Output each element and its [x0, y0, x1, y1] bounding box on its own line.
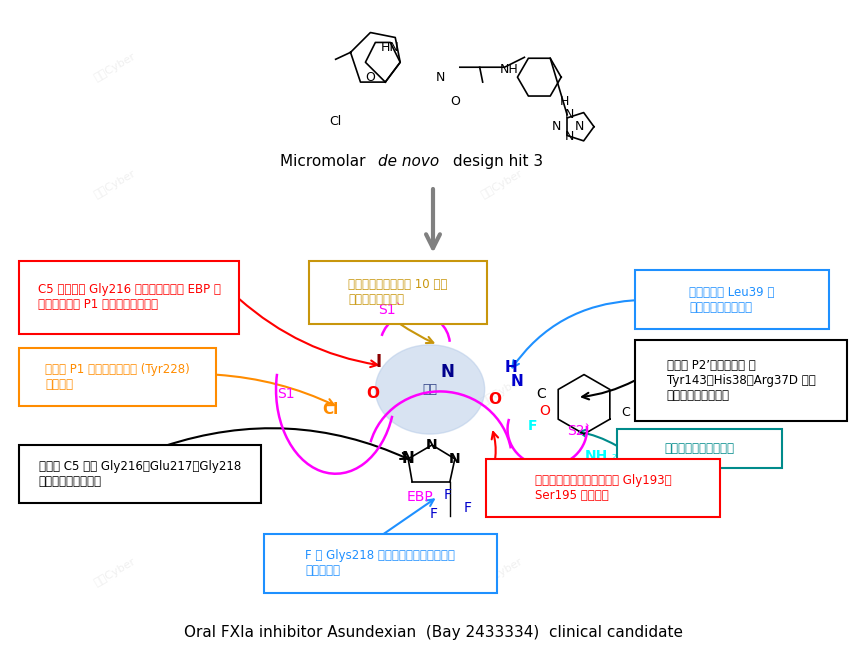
- Text: 药渡Cyber: 药渡Cyber: [686, 278, 731, 310]
- Text: 亲脂性 P1 基团提供亲和力 (Tyr228)
和选择性: 亲脂性 P1 基团提供亲和力 (Tyr228) 和选择性: [45, 363, 190, 391]
- Text: 非酸性 P2’取代基保持 与
Tyr143、His38、Arg37D 的氢
键，同时提高渗透性: 非酸性 P2’取代基保持 与 Tyr143、His38、Arg37D 的氢 键，…: [667, 359, 816, 402]
- FancyBboxPatch shape: [635, 340, 847, 421]
- FancyBboxPatch shape: [309, 261, 487, 324]
- Text: O: O: [539, 404, 550, 419]
- FancyBboxPatch shape: [19, 261, 239, 334]
- Text: F 与 Glys218 形成水介导氢键，三唢提
高氢键强度: F 与 Glys218 形成水介导氢键，三唢提 高氢键强度: [306, 550, 456, 578]
- Text: N: N: [441, 363, 455, 381]
- FancyBboxPatch shape: [486, 459, 721, 517]
- Text: C: C: [622, 406, 630, 419]
- Text: 中心酰胺与 Leu39 形
成的氢键为必要氢键: 中心酰胺与 Leu39 形 成的氢键为必要氢键: [689, 286, 775, 314]
- Text: 药渡Cyber: 药渡Cyber: [92, 375, 137, 406]
- Text: S1`: S1`: [378, 303, 403, 317]
- Text: N: N: [511, 374, 524, 389]
- Text: 占据氧阴离子孔，与孔边缘 Gly193、
Ser195 形成氢键: 占据氧阴离子孔，与孔边缘 Gly193、 Ser195 形成氢键: [534, 474, 671, 502]
- FancyBboxPatch shape: [19, 348, 216, 406]
- Text: 亲脂性基团提高效力 10 倍以
上，减少代谢软点: 亲脂性基团提高效力 10 倍以 上，减少代谢软点: [348, 278, 448, 306]
- Text: Cl: Cl: [329, 115, 342, 128]
- Text: Oral FXIa inhibitor Asundexian  (Bay 2433334)  clinical candidate: Oral FXIa inhibitor Asundexian (Bay 2433…: [184, 625, 682, 640]
- FancyBboxPatch shape: [635, 271, 830, 329]
- Text: 药渡Cyber: 药渡Cyber: [480, 168, 524, 200]
- Text: N: N: [565, 130, 574, 143]
- Text: 药渡Cyber: 药渡Cyber: [92, 52, 137, 83]
- Text: F: F: [430, 507, 438, 522]
- Text: 药渡Cyber: 药渡Cyber: [480, 375, 524, 406]
- Text: H: H: [505, 360, 518, 375]
- Text: 药渡Cyber: 药渡Cyber: [92, 556, 137, 587]
- Text: O: O: [366, 386, 379, 401]
- Text: O: O: [488, 392, 501, 407]
- Text: N: N: [565, 108, 574, 121]
- Text: ₂: ₂: [611, 449, 617, 462]
- Text: 药渡Cyber: 药渡Cyber: [480, 556, 524, 587]
- Text: S2`: S2`: [567, 424, 591, 438]
- Text: O: O: [450, 95, 460, 108]
- Text: F: F: [464, 501, 472, 516]
- Text: C5 基团，与 Gly216 形成氢键，并与 EBP 组
合限制母核和 P1 基团之间的二面角: C5 基团，与 Gly216 形成氢键，并与 EBP 组 合限制母核和 P1 基…: [37, 283, 221, 311]
- Text: NH: NH: [501, 63, 519, 76]
- Text: 药渡Cyber: 药渡Cyber: [92, 168, 137, 200]
- Text: N: N: [552, 120, 561, 133]
- FancyBboxPatch shape: [19, 445, 262, 503]
- Text: 杂芳基 C5 面向 Gly216、Glu217、Gly218
形成的疏水性小凹槽: 杂芳基 C5 面向 Gly216、Glu217、Gly218 形成的疏水性小凹槽: [39, 460, 241, 488]
- Ellipse shape: [375, 345, 485, 434]
- FancyBboxPatch shape: [264, 534, 496, 593]
- Text: Cl: Cl: [322, 402, 339, 417]
- FancyBboxPatch shape: [617, 429, 782, 467]
- Text: 母核: 母核: [423, 383, 437, 396]
- Text: C: C: [536, 387, 546, 402]
- Text: O: O: [634, 406, 643, 419]
- Text: F: F: [527, 419, 537, 433]
- Text: N: N: [574, 120, 584, 133]
- Text: NH: NH: [585, 449, 608, 463]
- Text: N: N: [402, 451, 415, 466]
- Text: N: N: [449, 452, 461, 466]
- Text: 药渡Cyber: 药渡Cyber: [686, 452, 731, 484]
- Text: Micromolar: Micromolar: [280, 154, 371, 169]
- Text: F: F: [444, 488, 452, 501]
- Text: design hit 3: design hit 3: [448, 154, 543, 169]
- Text: N: N: [436, 70, 444, 83]
- Text: S1: S1: [277, 387, 294, 402]
- Text: de novo: de novo: [378, 154, 439, 169]
- Text: O: O: [365, 70, 375, 83]
- Text: I: I: [375, 353, 381, 371]
- Text: H: H: [559, 95, 569, 108]
- Text: EBP: EBP: [407, 490, 434, 503]
- Text: 分子内氢键，掩盖极性: 分子内氢键，掩盖极性: [664, 442, 734, 455]
- Text: HN: HN: [381, 41, 399, 54]
- Text: N: N: [426, 438, 438, 452]
